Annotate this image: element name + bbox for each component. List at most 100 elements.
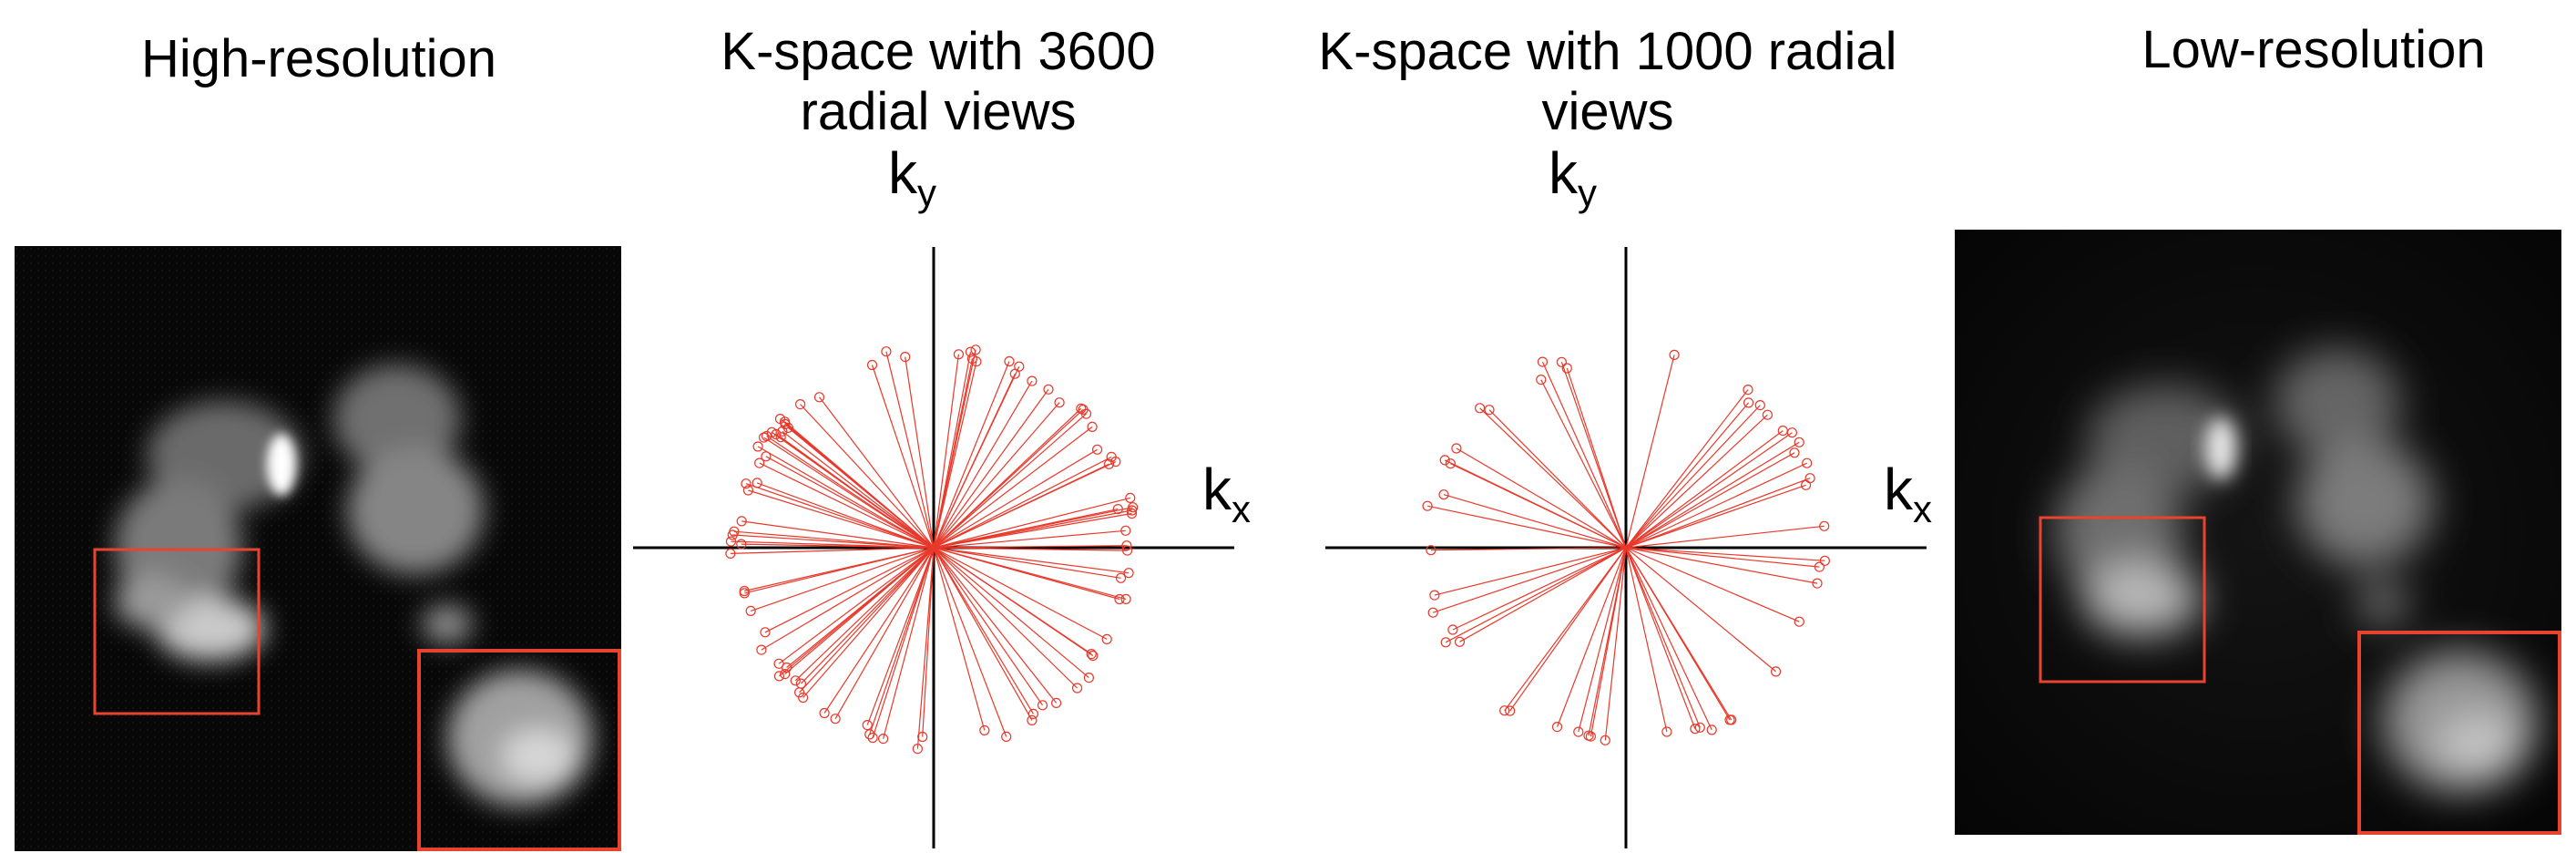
kspace-dense-sample-point [795,399,806,410]
kspace-sparse-spoke [1625,547,1776,673]
kspace-dense-sample-point [1128,502,1139,513]
kspace-dense-spoke [784,547,935,675]
kspace-sparse-spoke [1430,547,1627,551]
kspace-dense-spoke [933,380,1033,549]
kspace-dense-sample-point [780,669,791,680]
kspace-sparse-spoke [1452,547,1627,631]
kspace-sparse-sample-point [1812,578,1823,589]
kspace-dense-spoke [800,547,935,684]
kspace-dense-sample-point [813,392,825,403]
kspace-dense-spoke [933,448,1098,549]
kspace-dense-sample-point [881,346,892,357]
kspace-sparse-plot [1321,244,1931,851]
kspace-dense-sample-point [1072,683,1083,694]
kspace-sparse-spoke [1625,430,1784,549]
kspace-sparse-sample-point [1694,722,1705,733]
kspace-dense-sample-point [1080,408,1092,419]
kspace-dense-spoke [765,456,935,549]
kspace-dense-spoke [933,547,1043,706]
kspace-dense-sample-point [878,733,889,745]
kspace-dense-spoke [933,354,959,549]
kspace-dense-sample-point [780,418,791,429]
kspace-dense-spoke [933,547,1034,714]
kspace-dense-spoke [761,547,935,651]
kspace-dense-spoke [933,547,1078,689]
kspace-sparse-spoke [1625,547,1712,731]
kspace-dense-spoke [933,497,1130,549]
kspace-dense-sample-point [1115,572,1127,583]
kspace-dense-sample-point [795,678,806,689]
kspace-dense-sample-point [736,539,747,550]
kspace-sparse-sample-point [1440,637,1451,648]
kspace-sparse-spoke [1479,407,1627,549]
kspace-dense-spoke [799,547,935,694]
kspace-sparse-spoke [1625,547,1668,733]
kspace-sparse-sample-point [1505,705,1516,716]
kspace-dense-sample-point [900,351,911,363]
kspace-sparse-spoke [1625,402,1750,549]
kspace-dense-spoke [751,547,935,611]
kspace-dense-spoke [786,547,935,668]
low-res-title: Low-resolution [2142,20,2486,79]
kspace-dense-sample-point [766,426,777,437]
kspace-dense-spoke [883,547,935,739]
kspace-sparse-sample-point [1762,409,1773,420]
kspace-sparse-spoke [1604,547,1627,741]
kspace-sparse-sample-point [1561,363,1572,374]
kspace-dense-sample-point [798,692,809,704]
kspace-sparse-spoke [1504,547,1627,712]
kspace-sparse-sample-point [1439,455,1450,466]
kspace-sparse-sample-point [1427,607,1438,618]
kspace-dense-sample-point [1110,457,1121,468]
kspace-sparse-sample-point [1475,403,1486,414]
kspace-dense-sample-point [777,426,788,437]
kspace-sparse-title: K-space with 1000 radial views [1318,22,1897,141]
kspace-sparse-sample-point [1802,457,1813,468]
kspace-dense-sample-point [966,353,977,365]
kspace-sparse-spoke [1625,405,1761,549]
kspace-dense-spoke [730,547,935,554]
kspace-sparse-sample-point [1706,725,1717,735]
kspace-sparse-spoke [1625,525,1825,549]
kspace-dense-spoke [866,547,935,725]
kspace-sparse-spoke [1625,547,1701,728]
kspace-dense-plot [629,244,1239,851]
kspace-dense-spoke [933,388,1049,549]
kspace-dense-sample-point [782,662,792,673]
kspace-dense-spoke [933,547,1128,551]
kspace-dense-spoke [756,482,935,549]
kspace-dense-spoke [757,446,935,549]
kspace-sparse-spoke [1540,379,1627,549]
low-res-zoom-inset [2357,631,2561,835]
kspace-dense-sample-point [1083,673,1094,683]
kspace-sparse-kx-label: kx [1884,457,1932,530]
kspace-sparse-spoke [1450,463,1627,549]
kspace-dense-sample-point [830,714,841,725]
kspace-sparse-sample-point [1426,545,1436,556]
kspace-dense-sample-point [745,605,756,616]
kspace-dense-spoke [778,547,935,664]
kspace-sparse-sample-point [1690,724,1701,735]
kspace-sparse-spoke [1625,452,1795,549]
kspace-dense-sample-point [1027,375,1038,386]
kspace-sparse-spoke [1509,547,1627,712]
kspace-sparse-sample-point [1804,473,1815,484]
kspace-dense-sample-point [1120,593,1131,604]
kspace-dense-sample-point [727,529,738,540]
kspace-sparse-sample-point [1536,375,1547,385]
kspace-dense-spoke [782,430,935,549]
kspace-dense-sample-point [1087,421,1098,432]
kspace-sparse-spoke [1625,547,1818,584]
kspace-dense-sample-point [1123,568,1134,579]
kspace-sparse-spoke [1443,494,1627,549]
kspace-dense-sample-point [1126,508,1138,519]
kspace-dense-sample-point [819,707,830,719]
kspace-dense-sample-point [725,548,736,559]
kspace-dense-sample-point [1037,700,1048,711]
kspace-dense-sample-point [1125,492,1136,503]
kspace-dense-spoke [933,461,1117,549]
kspace-dense-spoke [922,547,935,737]
kspace-dense-spoke [794,547,935,682]
kspace-dense-spoke [800,404,935,549]
kspace-dense-spoke [819,396,935,549]
